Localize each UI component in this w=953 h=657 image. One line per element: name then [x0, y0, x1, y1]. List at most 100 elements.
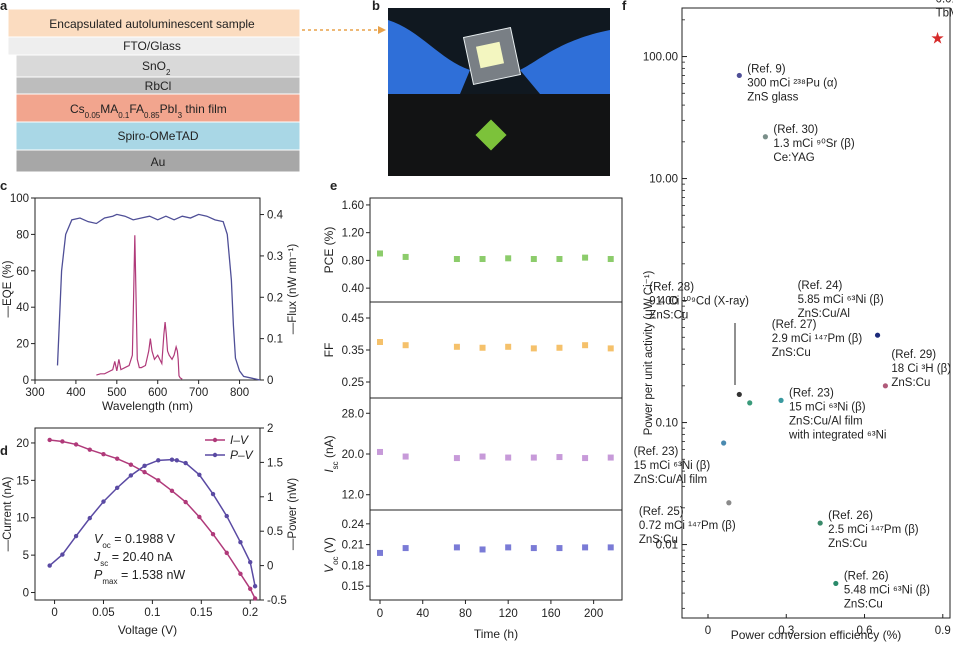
c-xtick-label: 500: [107, 387, 126, 399]
e-point-3: [505, 544, 512, 551]
d-iv-point: [128, 462, 134, 467]
d-pv-point: [224, 513, 229, 519]
arrow-head: [378, 26, 386, 34]
e-ytick-label: 20.0: [342, 449, 364, 461]
f-point-label-10: ZnS:Cu: [828, 538, 867, 550]
f-point-label-5: ZnS:Cu: [772, 347, 811, 359]
e-point-3: [582, 544, 589, 551]
d-iv-point: [60, 439, 65, 444]
c-ytick-r-label: 0: [267, 375, 273, 387]
c-flux-series: [96, 235, 183, 380]
c-ylabel: —EQE (%): [2, 260, 14, 317]
d-pv-point: [60, 552, 65, 557]
f-point-label-8: 15 mCi ⁶³Ni (β): [634, 460, 711, 472]
d-ytick-label: 10: [16, 513, 29, 525]
e-point-1: [505, 343, 512, 350]
e-point-0: [607, 256, 614, 263]
f-point-label-10: 2.5 mCi ¹⁴⁷Pm (β): [828, 524, 919, 536]
d-annotation-pmax: Pmax = 1.538 nW: [94, 568, 185, 586]
c-xtick-label: 800: [230, 387, 249, 399]
d-ytick-r-label: 0.5: [267, 526, 283, 538]
layer-label-perovskite: Cs0.05MA0.1FA0.85PbI3 thin film: [70, 102, 227, 120]
c-ytick-label: 80: [16, 229, 29, 241]
c-eqe-series: [56, 213, 261, 381]
d-iv-point: [142, 469, 147, 475]
f-point-label-2: (Ref. 30): [773, 124, 818, 136]
d-xtick-label: 0.05: [92, 607, 114, 619]
d-iv-point: [114, 456, 120, 461]
e-ytick-label: 28.0: [342, 408, 364, 420]
d-ytick-r-label: 1: [267, 492, 273, 504]
d-ytick-label: 5: [23, 550, 29, 562]
f-point-label-3: 5.85 mCi ⁶³Ni (β): [798, 294, 884, 306]
glove-left: [388, 20, 470, 94]
f-point-label-4: 9.4 Ci ¹⁰⁹Cd (X-ray): [649, 295, 749, 307]
d-pv-point: [238, 540, 243, 545]
e-point-1: [377, 339, 383, 345]
f-ytick-label: 10.00: [649, 174, 678, 186]
d-ytick-label: 0: [23, 588, 29, 600]
c-ytick-r-label: 0.3: [267, 251, 283, 263]
d-pv-point: [197, 472, 202, 477]
f-point-6: [882, 383, 888, 389]
c-ylabel-right: —Flux (nW nm⁻¹): [287, 244, 299, 335]
f-point-label-0: TbMel:1%Am: [936, 8, 953, 20]
e-point-3: [377, 549, 383, 556]
d-xtick-label: 0: [51, 607, 57, 619]
d-pv-point: [210, 491, 216, 497]
e-point-1: [479, 344, 486, 351]
e-frame-3: [369, 509, 623, 601]
e-frame-0: [369, 197, 623, 303]
e-point-3: [479, 546, 486, 553]
e-xtick-label: 40: [416, 608, 429, 620]
f-point-label-1: (Ref. 9): [747, 63, 786, 75]
e-point-3: [402, 545, 409, 552]
c-xtick-label: 700: [189, 387, 208, 399]
e-point-1: [607, 345, 614, 352]
d-legend-pv: P–V: [230, 448, 254, 462]
f-xtick-label: 0: [705, 625, 711, 637]
d-pv-point: [252, 584, 258, 589]
d-ytick-r-label: 2: [267, 423, 273, 435]
d-pv-point: [174, 458, 180, 463]
f-point-11: [833, 580, 839, 587]
d-pv-point: [101, 499, 106, 504]
f-point-label-7: with integrated ⁶³Ni: [788, 429, 886, 441]
e-ylabel-2: Isc (nA): [322, 435, 340, 472]
f-ytick-label: 100.00: [643, 52, 678, 64]
d-pv-point: [142, 463, 147, 469]
f-point-label-10: (Ref. 26): [828, 510, 873, 522]
glove-right: [520, 30, 610, 94]
e-ytick-label: 12.0: [342, 490, 364, 502]
e-xlabel: Time (h): [474, 627, 518, 641]
c-ytick-r-label: 0.4: [267, 210, 284, 222]
f-ytick-label: 0.01: [656, 540, 678, 552]
f-point-label-11: ZnS:Cu: [844, 598, 883, 610]
f-point-4: [736, 391, 742, 398]
f-xlabel: Power conversion efficiency (%): [731, 628, 902, 642]
d-ytick-r-label: 1.5: [267, 457, 283, 469]
d-pv-point: [114, 485, 120, 491]
d-pv-point: [47, 563, 52, 568]
f-point-10: [817, 520, 823, 526]
e-point-0: [377, 250, 383, 257]
c-frame: [34, 197, 261, 381]
f-ylabel: Power per unit activity (μW Ci⁻¹): [643, 270, 655, 435]
f-ytick-label: 0.10: [656, 418, 678, 430]
d-ytick-r-label: -0.5: [267, 595, 287, 607]
d-legend-iv: I–V: [230, 433, 249, 447]
panel-label-f: f: [622, 0, 627, 13]
e-point-1: [402, 342, 409, 349]
e-ylabel-0: PCE (%): [322, 227, 336, 274]
c-xtick-label: 400: [66, 387, 85, 399]
e-point-0: [453, 256, 460, 263]
f-point-label-11: (Ref. 26): [844, 570, 889, 582]
d-ylabel: —Current (nA): [2, 476, 14, 551]
d-ytick-label: 15: [16, 475, 29, 487]
f-point-1: [736, 72, 742, 79]
panel-label-c: c: [0, 178, 7, 193]
d-annotation-jsc: Jsc = 20.40 nA: [93, 550, 173, 568]
d-pv-series: [49, 458, 256, 587]
f-point-label-5: (Ref. 27): [772, 319, 817, 331]
